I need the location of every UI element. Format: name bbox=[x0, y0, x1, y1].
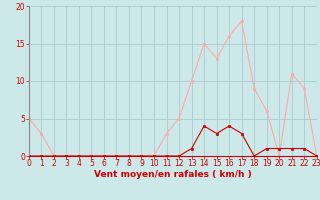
X-axis label: Vent moyen/en rafales ( km/h ): Vent moyen/en rafales ( km/h ) bbox=[94, 170, 252, 179]
